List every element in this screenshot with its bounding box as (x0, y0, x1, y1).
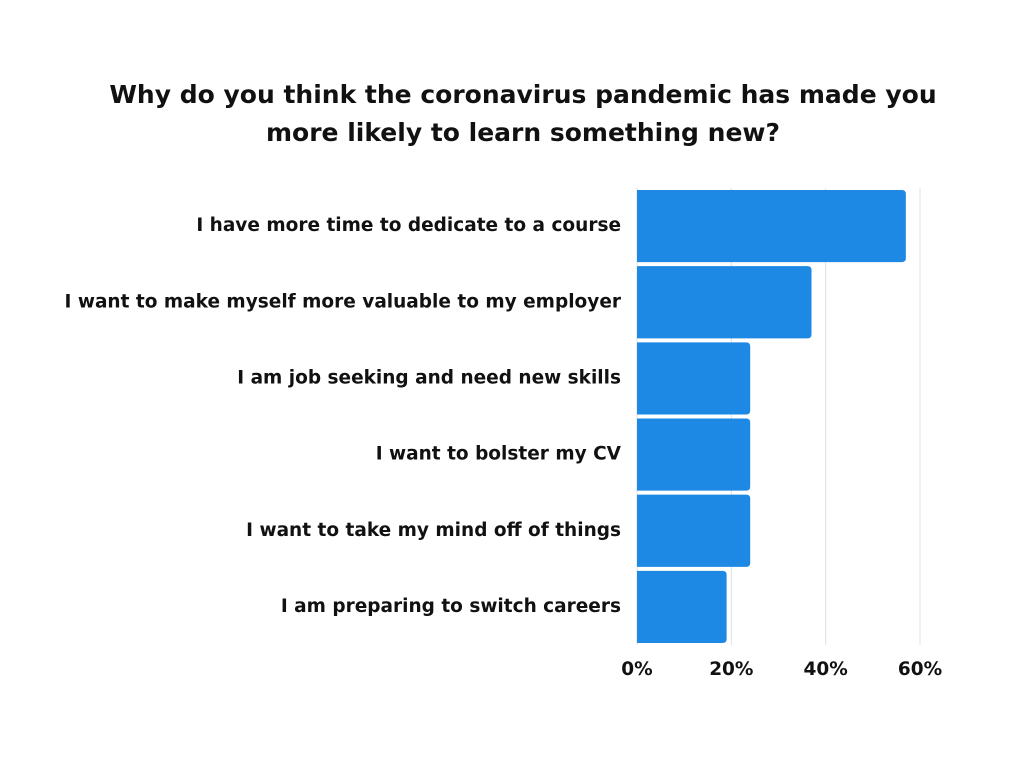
y-tick-label: I want to make myself more valuable to m… (65, 291, 622, 312)
y-tick-label: I want to take my mind off of things (246, 520, 621, 541)
bar (637, 418, 751, 491)
chart-title: Why do you think the coronavirus pandemi… (109, 80, 936, 109)
x-tick-label: 20% (709, 659, 753, 680)
x-tick-label: 40% (804, 659, 848, 680)
bar (637, 266, 812, 339)
y-tick-label: I am job seeking and need new skills (237, 367, 621, 388)
x-tick-label: 60% (898, 659, 942, 680)
y-tick-label: I am preparing to switch careers (281, 596, 621, 617)
y-tick-label: I have more time to dedicate to a course (196, 215, 621, 236)
y-tick-label: I want to bolster my CV (376, 444, 622, 465)
bar (637, 494, 751, 567)
x-tick-label: 0% (621, 659, 652, 680)
bar (637, 342, 751, 415)
bar (637, 570, 727, 643)
chart-title: more likely to learn something new? (266, 118, 780, 147)
bar (637, 190, 906, 263)
